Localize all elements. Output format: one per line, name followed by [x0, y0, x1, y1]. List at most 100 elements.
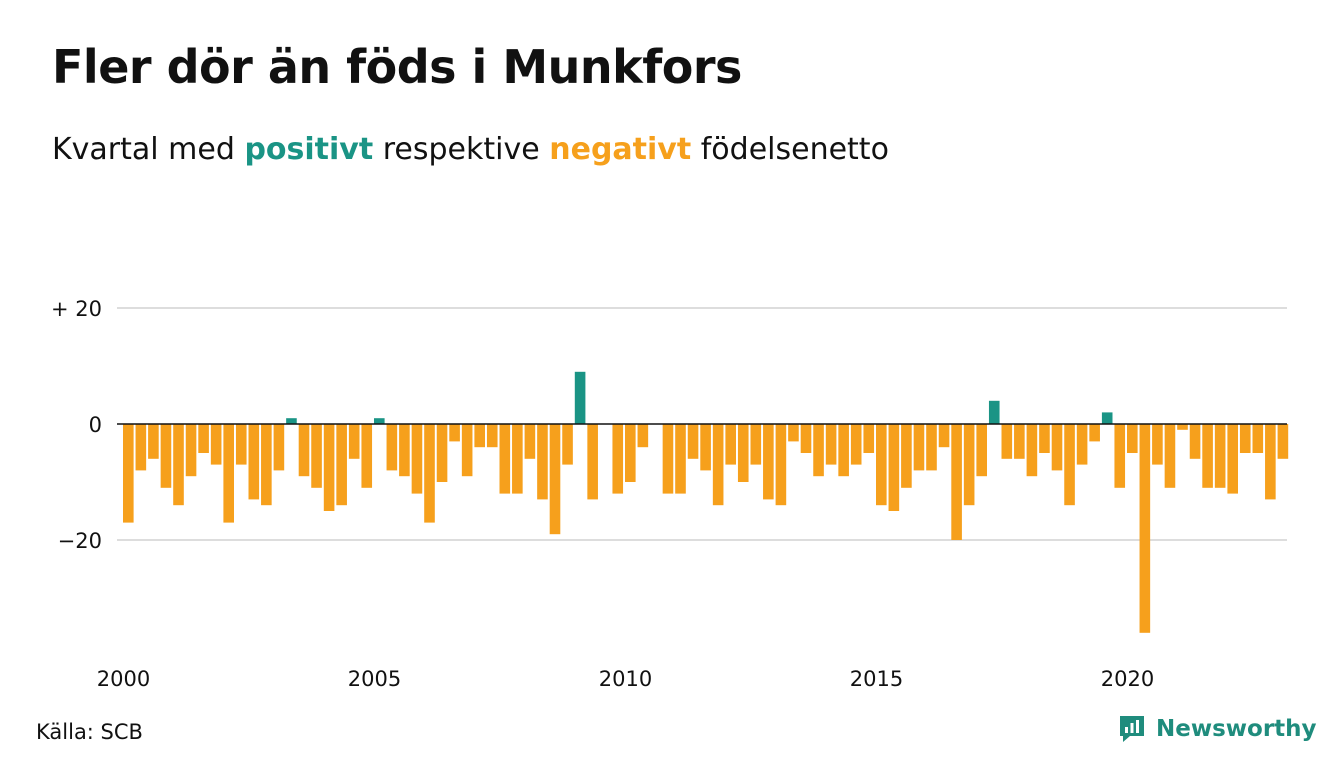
bar — [637, 424, 649, 448]
bar — [963, 424, 975, 506]
bar — [1139, 424, 1151, 633]
subtitle-suffix: födelsenetto — [700, 132, 889, 167]
bar — [273, 424, 285, 471]
y-axis-labels: + 20 0 −20 — [51, 297, 102, 553]
x-tick-label: 2020 — [1101, 667, 1154, 691]
bar — [135, 424, 147, 471]
bar — [901, 424, 912, 488]
subtitle-positive-word: positivt — [244, 132, 374, 167]
brand-name: Newsworthy — [1156, 716, 1317, 742]
bar — [1189, 424, 1201, 459]
bar — [298, 424, 310, 477]
bar — [411, 424, 423, 494]
bar — [838, 424, 849, 477]
bar — [449, 424, 460, 442]
bar — [850, 424, 862, 465]
bars — [123, 371, 1289, 633]
bar — [1039, 424, 1050, 453]
bar — [386, 424, 398, 471]
bar — [1001, 424, 1013, 459]
bar — [700, 424, 711, 471]
bar — [1152, 424, 1163, 465]
bar — [876, 424, 887, 506]
x-tick-label: 2015 — [850, 667, 903, 691]
bar — [399, 424, 410, 477]
bar — [612, 424, 624, 494]
bar — [888, 424, 900, 511]
bar — [988, 400, 1000, 424]
bar — [926, 424, 937, 471]
brand: Newsworthy — [1118, 714, 1317, 744]
newsworthy-logo-icon — [1118, 714, 1146, 744]
bar — [1114, 424, 1126, 488]
source-note: Källa: SCB — [36, 720, 143, 744]
bar — [123, 424, 134, 523]
bar — [524, 424, 536, 459]
bar — [1014, 424, 1025, 459]
bar — [286, 418, 297, 424]
bar — [737, 424, 749, 482]
bar — [1089, 424, 1100, 442]
bar — [1177, 424, 1188, 430]
bar — [248, 424, 260, 500]
bar — [562, 424, 573, 465]
bar — [675, 424, 686, 494]
y-tick-label: + 20 — [51, 297, 102, 321]
bar — [210, 424, 222, 465]
bar — [1101, 412, 1113, 424]
bar — [436, 424, 448, 482]
bar — [486, 424, 498, 448]
bar — [1051, 424, 1063, 471]
bar — [148, 424, 159, 459]
bar — [1076, 424, 1088, 465]
bar — [775, 424, 787, 506]
bar — [813, 424, 824, 477]
subtitle-prefix: Kvartal med — [52, 132, 235, 167]
bar — [825, 424, 837, 465]
bar — [725, 424, 736, 465]
bar — [160, 424, 172, 488]
bar — [1265, 424, 1276, 500]
y-tick-label: −20 — [58, 529, 102, 553]
bar — [198, 424, 209, 453]
grid-lines — [117, 307, 1287, 541]
bar — [913, 424, 925, 471]
bar — [662, 424, 674, 494]
bar — [336, 424, 347, 506]
bar — [261, 424, 272, 506]
bar — [361, 424, 373, 488]
bar — [750, 424, 762, 465]
bar — [863, 424, 875, 453]
bar — [587, 424, 598, 500]
bar — [800, 424, 812, 453]
bar — [185, 424, 197, 477]
chart-subtitle: Kvartal med positivt respektive negativt… — [52, 132, 889, 167]
chart-title: Fler dör än föds i Munkfors — [52, 40, 742, 94]
bar — [474, 424, 485, 448]
bar — [499, 424, 511, 494]
bar — [235, 424, 247, 465]
bar — [712, 424, 724, 506]
bar — [1026, 424, 1038, 477]
bar — [1164, 424, 1176, 488]
bar — [461, 424, 473, 477]
bar — [763, 424, 774, 500]
bar — [1277, 424, 1289, 459]
bar — [512, 424, 523, 494]
x-tick-label: 2000 — [97, 667, 150, 691]
x-tick-label: 2010 — [599, 667, 652, 691]
bar — [1064, 424, 1075, 506]
bar — [537, 424, 548, 500]
bar — [311, 424, 322, 488]
bar — [173, 424, 184, 506]
bar — [323, 424, 335, 511]
subtitle-negative-word: negativt — [549, 132, 692, 167]
bar — [976, 424, 987, 477]
bar — [1214, 424, 1226, 488]
bar — [223, 424, 234, 523]
bar — [1252, 424, 1264, 453]
bar — [1239, 424, 1251, 453]
bar — [1227, 424, 1238, 494]
bar — [951, 424, 962, 540]
